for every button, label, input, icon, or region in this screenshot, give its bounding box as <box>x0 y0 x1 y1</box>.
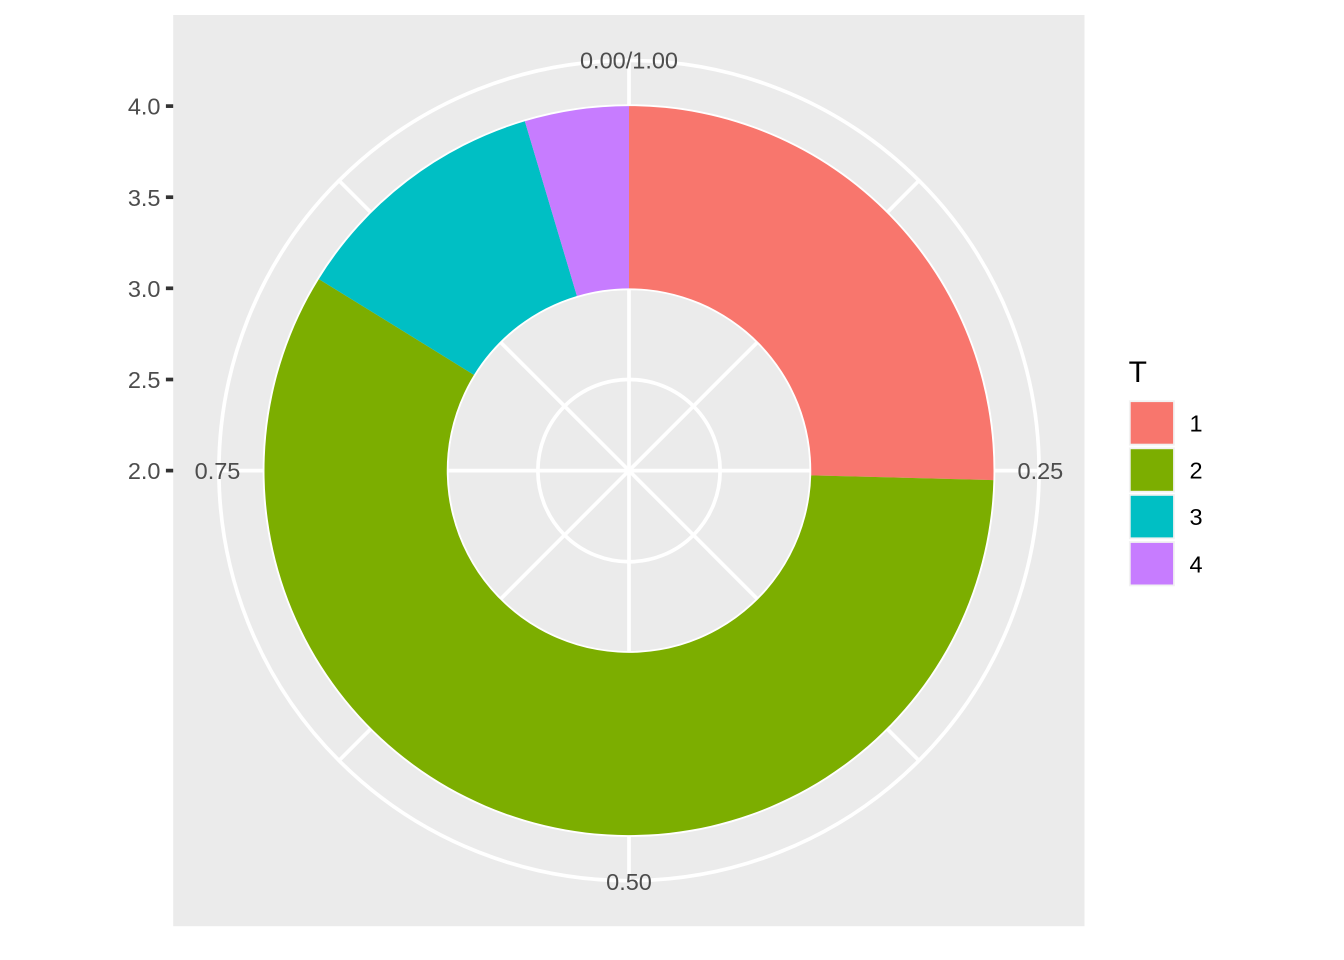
svg-text:3.5: 3.5 <box>128 185 161 211</box>
svg-text:0.00/1.00: 0.00/1.00 <box>580 48 678 74</box>
svg-text:0.25: 0.25 <box>1018 458 1064 484</box>
svg-text:0.50: 0.50 <box>606 869 652 895</box>
svg-text:2.5: 2.5 <box>128 367 161 393</box>
svg-text:4.0: 4.0 <box>128 94 161 120</box>
svg-text:1: 1 <box>1190 411 1203 437</box>
svg-text:3: 3 <box>1190 504 1203 530</box>
svg-text:0.75: 0.75 <box>195 458 241 484</box>
svg-text:2.0: 2.0 <box>128 458 161 484</box>
svg-text:3.0: 3.0 <box>128 276 161 302</box>
svg-text:2: 2 <box>1190 458 1203 484</box>
svg-text:4: 4 <box>1190 551 1203 577</box>
svg-text:T: T <box>1129 356 1147 389</box>
